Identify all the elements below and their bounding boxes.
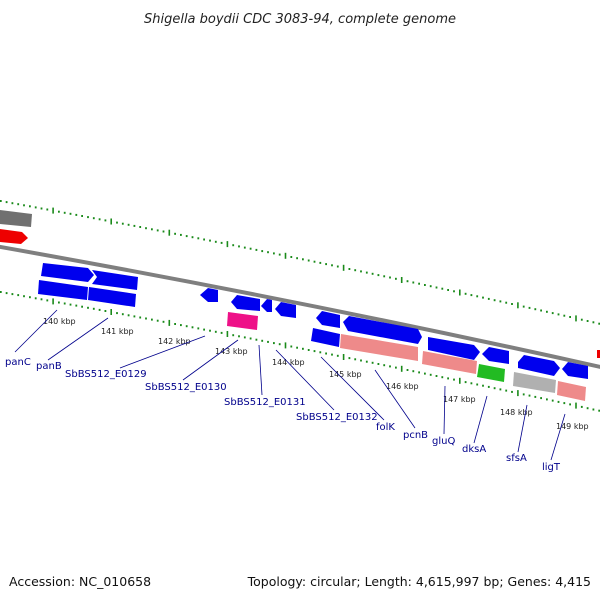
scale-label: 145 kbp <box>329 370 362 379</box>
gene-feature-blue[interactable] <box>231 295 260 311</box>
gene-feature-blue[interactable] <box>275 302 296 318</box>
gene-labels: panC panB SbBS512_E0129 SbBS512_E0130 Sb… <box>5 357 561 473</box>
gene-feature-green[interactable] <box>477 364 505 382</box>
gene-label-SbBS512_E0130[interactable]: SbBS512_E0130 <box>145 382 227 393</box>
outer-tick-row <box>0 200 600 325</box>
gene-feature-blue[interactable] <box>311 328 340 347</box>
scale-label: 141 kbp <box>101 327 134 336</box>
gene-feature-blue[interactable] <box>261 299 272 312</box>
gene-feature-blue[interactable] <box>562 362 588 379</box>
connector-folK <box>320 356 385 421</box>
genome-summary-text: Topology: circular; Length: 4,615,997 bp… <box>247 574 591 589</box>
scale-label: 147 kbp <box>443 395 476 404</box>
gene-label-ligT[interactable]: ligT <box>542 462 561 473</box>
scale-label: 142 kbp <box>158 337 191 346</box>
gene-label-SbBS512_E0129[interactable]: SbBS512_E0129 <box>65 369 147 380</box>
gene-feature-grey[interactable] <box>513 372 556 393</box>
gene-feature-blue[interactable] <box>482 347 509 364</box>
gene-feature-blue[interactable] <box>316 311 340 328</box>
gene-feature-red[interactable] <box>597 350 600 358</box>
connector-dksA <box>473 395 488 444</box>
gene-feature-darkgrey[interactable] <box>0 210 32 227</box>
gene-feature-red[interactable] <box>0 229 28 244</box>
gene-label-panB[interactable]: panB <box>36 361 62 372</box>
connector-panB <box>47 317 109 361</box>
gene-feature-pink[interactable] <box>340 334 418 361</box>
map-title: Shigella boydii CDC 3083-94, complete ge… <box>144 12 456 27</box>
gene-label-folK[interactable]: folK <box>376 422 395 433</box>
connector-E0129 <box>119 335 206 369</box>
connector-panC <box>14 309 58 353</box>
gene-label-gluQ[interactable]: gluQ <box>432 436 455 447</box>
accession-text: Accession: NC_010658 <box>9 574 151 589</box>
gene-label-pcnB[interactable]: pcnB <box>403 430 428 441</box>
label-connectors <box>14 309 566 461</box>
gene-label-panC[interactable]: panC <box>5 357 31 368</box>
gene-feature-pink[interactable] <box>557 381 586 401</box>
gene-label-SbBS512_E0132[interactable]: SbBS512_E0132 <box>296 412 378 423</box>
gene-feature-blue[interactable] <box>38 280 88 300</box>
gene-features <box>0 210 600 401</box>
gene-feature-blue[interactable] <box>200 288 218 302</box>
gene-feature-blue[interactable] <box>518 355 560 376</box>
gene-feature-blue[interactable] <box>88 287 136 307</box>
gene-label-sfsA[interactable]: sfsA <box>506 453 527 464</box>
connector-ligT <box>550 413 566 461</box>
scale-label: 146 kbp <box>386 382 419 391</box>
scale-label: 143 kbp <box>215 347 248 356</box>
scale-label: 149 kbp <box>556 422 589 431</box>
connector-sfsA <box>517 404 528 453</box>
gene-feature-blue[interactable] <box>343 316 422 344</box>
gene-feature-blue[interactable] <box>92 270 138 290</box>
gene-label-SbBS512_E0131[interactable]: SbBS512_E0131 <box>224 397 306 408</box>
connector-pcnB <box>374 369 416 429</box>
connector-E0132 <box>275 349 335 411</box>
gene-feature-blue[interactable] <box>41 263 94 282</box>
connector-gluQ <box>443 385 446 435</box>
gene-feature-magenta[interactable] <box>227 312 258 330</box>
inner-tick-row <box>0 291 600 412</box>
gene-feature-pink[interactable] <box>422 351 477 374</box>
gene-label-dksA[interactable]: dksA <box>462 444 486 455</box>
connector-E0131 <box>258 344 263 396</box>
gene-feature-blue[interactable] <box>428 337 480 360</box>
scale-label: 140 kbp <box>43 317 76 326</box>
scale-label: 148 kbp <box>500 408 533 417</box>
connector-E0130 <box>182 339 239 381</box>
genome-backbone <box>0 244 600 369</box>
